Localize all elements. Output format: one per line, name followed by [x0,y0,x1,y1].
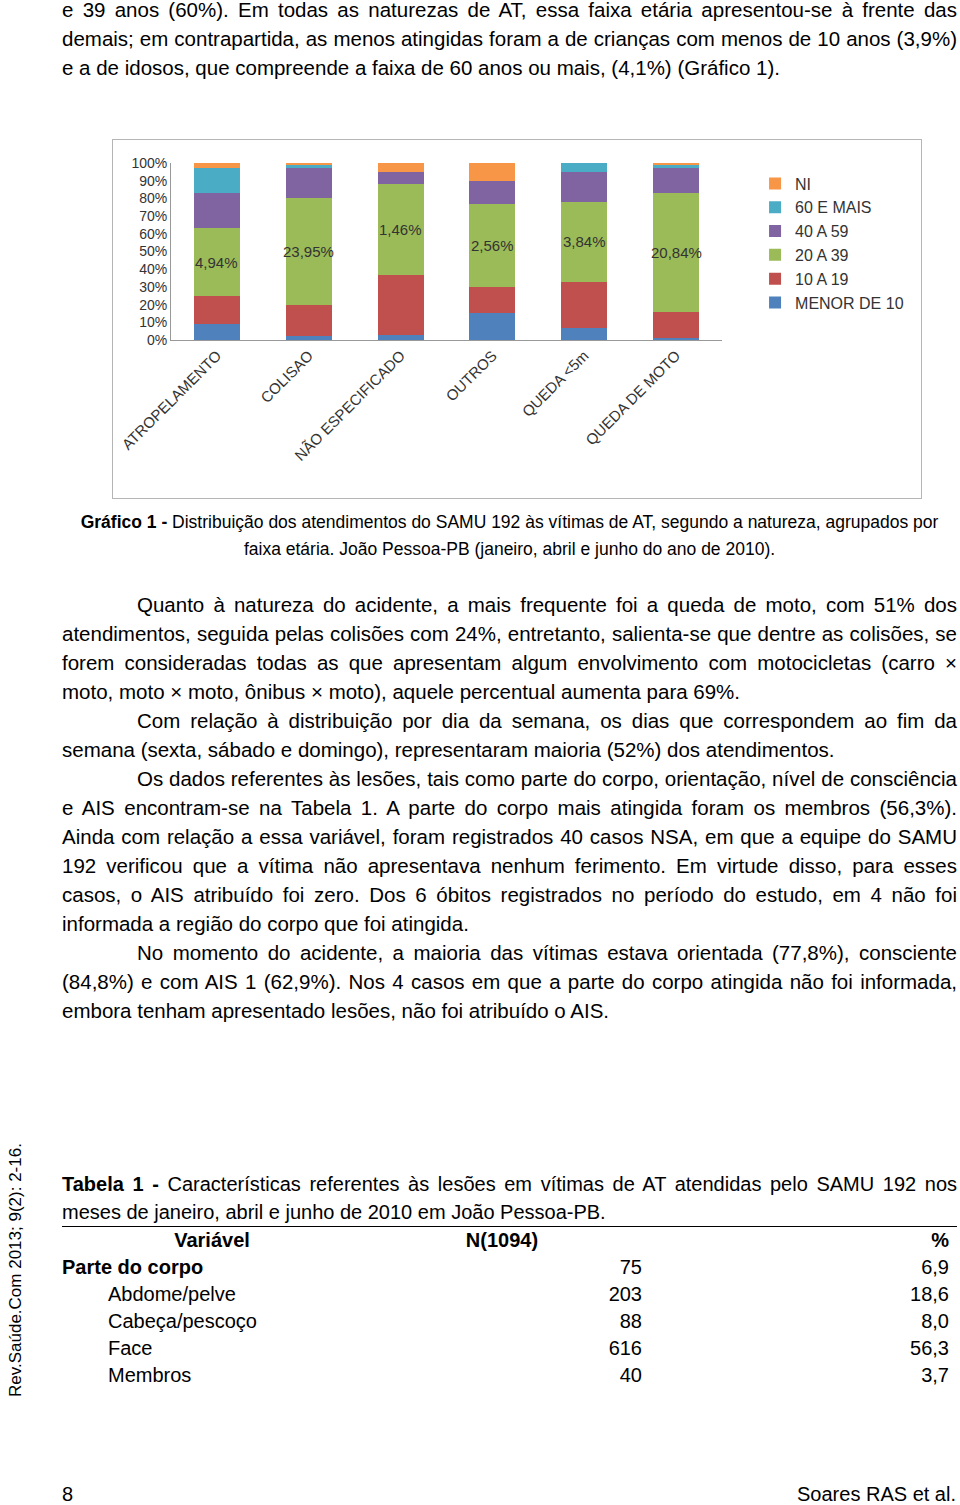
html-text:Cabeça/pescoço: Cabeça/pescoço [108,1310,257,1332]
html-text:Rev.Saúde.Com 2013; 9(2): 2-16: Rev.Saúde.Com 2013; 9(2): 2-16. [6,1143,25,1397]
html-text:Variável: Variável [174,1229,250,1251]
html-text:N(1094): N(1094) [465,1229,539,1251]
svg-text:23,95%: 23,95% [283,243,334,260]
svg-text:40%: 40% [139,261,167,277]
svg-text:60 E MAIS: 60 E MAIS [795,199,871,216]
svg-text:10%: 10% [139,314,167,330]
html-text:Os dados referentes às lesões,: Os dados referentes às lesões, tais como… [62,767,957,935]
svg-text:1,46%: 1,46% [379,221,422,238]
svg-text:QUEDA <5m: QUEDA <5m [519,347,592,420]
svg-text:20 A 39: 20 A 39 [795,247,848,264]
svg-text:0%: 0% [147,332,167,348]
svg-text:30%: 30% [139,279,167,295]
html-text:18,6: 18,6 [910,1283,949,1305]
svg-text:60%: 60% [139,226,167,242]
svg-text:NI: NI [795,176,811,193]
html-text:616: 616 [608,1337,642,1359]
html-text:75: 75 [619,1256,642,1278]
svg-text:4,94%: 4,94% [195,254,238,271]
svg-text:10 A 19: 10 A 19 [795,271,848,288]
svg-text:COLISAO: COLISAO [257,347,316,406]
svg-text:ATROPELAMENTO: ATROPELAMENTO [118,347,224,453]
html-text:Parte do corpo: Parte do corpo [62,1256,204,1278]
svg-text:80%: 80% [139,190,167,206]
html-text:3,7: 3,7 [921,1364,949,1386]
svg-text:2,56%: 2,56% [471,237,514,254]
html-text:203: 203 [608,1283,642,1305]
html-text:6,9: 6,9 [921,1256,949,1278]
html-text:56,3: 56,3 [910,1337,949,1359]
svg-text:20%: 20% [139,297,167,313]
svg-text:MENOR DE 10: MENOR DE 10 [795,295,904,312]
html-text:Face: Face [108,1337,153,1359]
svg-text:70%: 70% [139,208,167,224]
html-text:Gráfico 1 - Distribuição dos a: Gráfico 1 - Distribuição dos atendimento… [80,512,939,559]
html-text:40: 40 [619,1364,642,1386]
html-text:Com relação à distribuição por: Com relação à distribuição por dia da se… [62,709,957,761]
svg-text:OUTROS: OUTROS [442,347,499,404]
svg-text:50%: 50% [139,243,167,259]
svg-text:QUEDA DE MOTO: QUEDA DE MOTO [582,347,683,448]
svg-text:3,84%: 3,84% [563,233,606,250]
html-text:Membros: Membros [108,1364,192,1386]
html-text:Soares RAS et al.: Soares RAS et al. [797,1483,956,1505]
svg-text:90%: 90% [139,173,167,189]
html-text:No momento do acidente, a maio: No momento do acidente, a maioria das ví… [62,941,957,1022]
html-text:88: 88 [619,1310,642,1332]
svg-text:NÃO ESPECIFICADO: NÃO ESPECIFICADO [291,347,408,464]
html-text:Abdome/pelve: Abdome/pelve [108,1283,236,1305]
svg-text:40 A 59: 40 A 59 [795,223,848,240]
html-text:8: 8 [62,1483,74,1505]
svg-text:20,84%: 20,84% [651,244,702,261]
html-text:Quanto à natureza do acidente,: Quanto à natureza do acidente, a mais fr… [62,593,957,703]
html-text:8,0: 8,0 [921,1310,949,1332]
svg-text:100%: 100% [131,155,167,171]
html-text:Tabela 1 - Características ref: Tabela 1 - Características referentes às… [62,1173,957,1223]
